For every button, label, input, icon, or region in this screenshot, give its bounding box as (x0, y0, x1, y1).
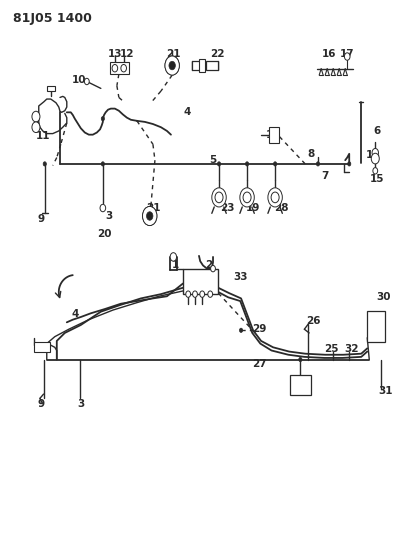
Circle shape (142, 206, 156, 225)
Circle shape (267, 188, 282, 207)
Circle shape (273, 162, 276, 166)
Circle shape (344, 53, 349, 60)
Text: 81J05 1400: 81J05 1400 (13, 12, 91, 26)
Text: 24: 24 (295, 386, 310, 397)
Text: 25: 25 (323, 344, 338, 354)
Circle shape (112, 64, 117, 72)
Circle shape (121, 64, 126, 72)
Circle shape (215, 192, 223, 203)
Text: 4: 4 (183, 107, 190, 117)
Bar (268, 127, 278, 143)
Text: 23: 23 (219, 203, 234, 213)
Circle shape (210, 265, 215, 272)
Text: 5: 5 (209, 155, 216, 165)
Text: 26: 26 (305, 316, 320, 326)
Text: 15: 15 (369, 174, 384, 184)
Text: 27: 27 (251, 359, 266, 369)
Circle shape (372, 167, 377, 174)
Text: 11: 11 (35, 131, 50, 141)
Text: 20: 20 (97, 229, 112, 239)
Circle shape (100, 204, 105, 212)
Circle shape (43, 162, 46, 166)
Circle shape (32, 111, 40, 122)
Circle shape (316, 162, 319, 166)
Circle shape (84, 78, 89, 85)
Text: 33: 33 (233, 272, 248, 282)
Circle shape (239, 188, 254, 207)
Text: 1: 1 (171, 260, 178, 270)
Text: 4: 4 (71, 309, 78, 319)
Text: 3: 3 (77, 399, 84, 409)
Text: 28: 28 (273, 203, 288, 213)
Text: 13: 13 (107, 49, 122, 59)
Circle shape (168, 61, 175, 70)
Circle shape (211, 188, 226, 207)
Circle shape (142, 206, 156, 225)
Circle shape (347, 162, 350, 166)
Text: 21: 21 (145, 203, 160, 213)
Text: 2: 2 (205, 260, 212, 270)
Bar (205, 61, 217, 70)
Text: 8: 8 (307, 149, 314, 159)
Text: 9: 9 (37, 214, 44, 224)
Circle shape (192, 291, 197, 297)
Circle shape (243, 192, 251, 203)
Circle shape (164, 56, 179, 75)
Text: 10: 10 (71, 76, 86, 85)
Text: 30: 30 (375, 292, 389, 302)
Text: 6: 6 (373, 126, 380, 136)
Text: 9: 9 (37, 399, 44, 409)
Circle shape (207, 291, 212, 297)
Circle shape (270, 192, 278, 203)
Circle shape (146, 212, 152, 220)
Bar (198, 59, 205, 72)
Circle shape (217, 162, 220, 166)
Circle shape (170, 253, 176, 261)
Circle shape (164, 56, 179, 75)
Circle shape (199, 291, 204, 297)
Text: 31: 31 (377, 386, 391, 397)
Bar (289, 375, 310, 395)
Text: 12: 12 (119, 49, 134, 59)
Text: 16: 16 (321, 49, 336, 59)
Circle shape (101, 162, 104, 166)
Circle shape (298, 358, 301, 362)
Bar (47, 86, 55, 91)
Bar (110, 62, 129, 74)
Text: 19: 19 (245, 203, 259, 213)
Circle shape (101, 117, 104, 121)
Circle shape (239, 328, 242, 333)
Text: 22: 22 (209, 49, 224, 59)
Circle shape (371, 149, 377, 157)
Text: 21: 21 (165, 49, 180, 59)
Circle shape (371, 154, 378, 164)
Text: 29: 29 (251, 324, 265, 334)
Text: 14: 14 (365, 150, 380, 160)
Circle shape (185, 291, 190, 297)
Text: 3: 3 (105, 211, 112, 221)
Text: 7: 7 (321, 171, 328, 181)
Bar (33, 342, 49, 352)
Circle shape (245, 162, 248, 166)
Bar (367, 311, 384, 342)
Circle shape (32, 122, 40, 133)
Bar (182, 269, 218, 294)
Text: 32: 32 (343, 344, 358, 354)
Text: 17: 17 (339, 49, 354, 59)
Bar (192, 61, 204, 70)
Text: 18: 18 (265, 130, 279, 140)
